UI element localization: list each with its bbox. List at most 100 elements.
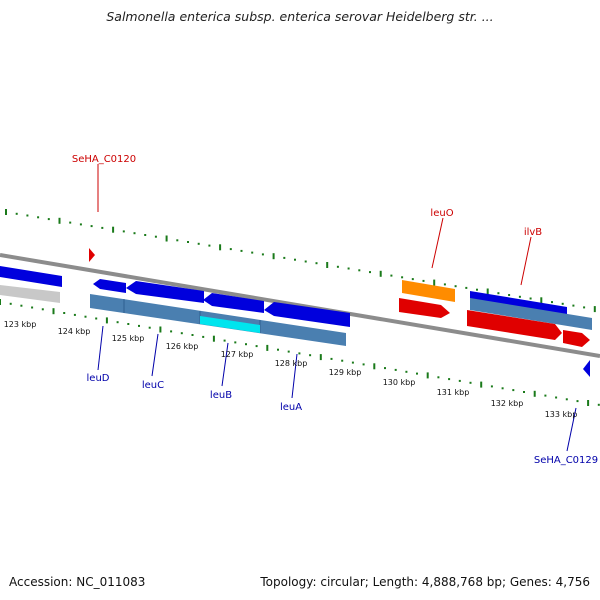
inner-scale-minor-tick [351,361,354,364]
tick-label-126: 126 kbp [166,342,199,351]
outer-scale-minor-tick [315,262,318,265]
inner-scale-minor-tick [501,387,504,390]
outer-scale-minor-tick [476,288,478,291]
seha-c0129-marker [583,360,590,377]
outer-scale-minor-tick [401,276,404,279]
outer-scale-minor-tick [390,274,393,277]
tick-label-123: 123 kbp [4,320,37,329]
ilvN-arrow [563,330,590,347]
outer-scale-minor-tick [347,267,350,270]
outer-scale-minor-tick [369,271,371,274]
inner-scale-minor-tick [95,317,98,320]
outer-scale-minor-tick [187,241,189,243]
outer-scale-minor-tick [294,258,296,261]
inner-scale-minor-tick [309,354,312,357]
tick-label-130: 130 kbp [383,378,416,387]
seha-c0120-marker [89,248,95,262]
inner-scale-minor-tick [416,372,418,375]
label-leuB: leuB [210,390,232,401]
leuO-gene-bar [402,280,455,302]
inner-scale-major-tick [0,299,1,305]
tick-label-129: 129 kbp [329,368,362,377]
inner-scale-minor-tick [63,312,66,314]
ilvB-arrow [467,310,562,340]
inner-scale-minor-tick [255,345,258,348]
inner-scale-minor-tick [394,368,397,371]
inner-scale-minor-tick [170,330,173,333]
outer-scale-major-tick [540,297,543,304]
outer-scale-major-tick [326,262,329,268]
tick-label-128: 128 kbp [275,359,308,368]
inner-scale-major-tick [212,335,215,342]
outer-scale-major-tick [433,279,436,286]
ilvB-leader [520,236,532,286]
outer-scale-line [5,209,596,313]
outer-scale-minor-tick [304,260,307,263]
tick-label-133: 133 kbp [545,410,578,419]
inner-scale-minor-tick [544,394,547,397]
outer-scale-major-tick [379,270,382,277]
outer-scale-minor-tick [508,294,511,296]
inner-scale-minor-tick [245,343,247,346]
inner-scale-minor-tick [523,391,525,393]
outer-scale-minor-tick [551,301,553,304]
inner-scale-minor-tick [9,302,12,305]
inner-scale-minor-tick [362,363,365,366]
tick-label-125: 125 kbp [112,334,145,343]
outer-scale-minor-tick [176,239,179,242]
inner-scale-minor-tick [148,326,151,329]
outer-scale-minor-tick [133,232,136,235]
leuC-leader [151,333,159,377]
inner-scale-minor-tick [180,332,183,335]
genome-backbone [0,253,600,358]
label-seha-c0120: SeHA_C0120 [72,154,136,165]
inner-scale-minor-tick [127,323,130,325]
inner-scale-minor-tick [116,321,119,324]
outer-scale-minor-tick [69,221,72,224]
inner-scale-line [0,299,600,406]
inner-scale-major-tick [533,390,536,397]
outer-scale-major-tick [5,209,7,215]
label-leuC: leuC [142,380,164,391]
inner-scale-major-tick [266,344,269,351]
inner-scale-minor-tick [202,335,205,338]
inner-scale-minor-tick [234,341,237,344]
leuO-leader [431,217,444,269]
ilvB-cds-track [470,298,592,330]
outer-scale-minor-tick [154,235,157,238]
seha-c0129-leader [566,407,577,452]
inner-scale-minor-tick [384,367,386,370]
inner-scale-minor-tick [437,376,440,379]
inner-scale-minor-tick [223,339,226,342]
tick-label-132: 132 kbp [491,399,524,408]
inner-scale-major-tick [426,372,429,379]
outer-scale-minor-tick [443,283,446,286]
outer-scale-major-tick [112,226,115,233]
inner-scale-major-tick [105,317,108,324]
inner-scale-minor-tick [287,350,290,353]
inner-scale-minor-tick [555,396,558,399]
outer-scale-minor-tick [37,216,40,219]
outer-scale-major-tick [272,253,275,260]
leuB-highlight [200,316,260,333]
outer-scale-major-tick [219,244,222,251]
outer-scale-major-tick [486,288,489,295]
outer-scale-minor-tick [454,285,457,288]
leuA-leader [291,353,298,399]
outer-scale-minor-tick [422,279,425,282]
outer-scale-minor-tick [358,269,361,272]
leuC-arrow [126,281,204,303]
pseudogene-bar-partial-left [0,285,60,303]
accession-text: Accession: NC_011083 [9,575,146,589]
inner-scale-major-tick [159,326,162,333]
inner-scale-major-tick [319,354,322,361]
inner-scale-minor-tick [330,357,333,360]
inner-scale-minor-tick [565,398,568,401]
outer-scale-major-tick [165,235,168,242]
inner-scale-minor-tick [41,308,44,311]
leuD-leader [97,325,104,371]
inner-scale-minor-tick [576,400,579,403]
inner-scale-minor-tick [490,385,493,388]
outer-scale-minor-tick [529,297,532,300]
